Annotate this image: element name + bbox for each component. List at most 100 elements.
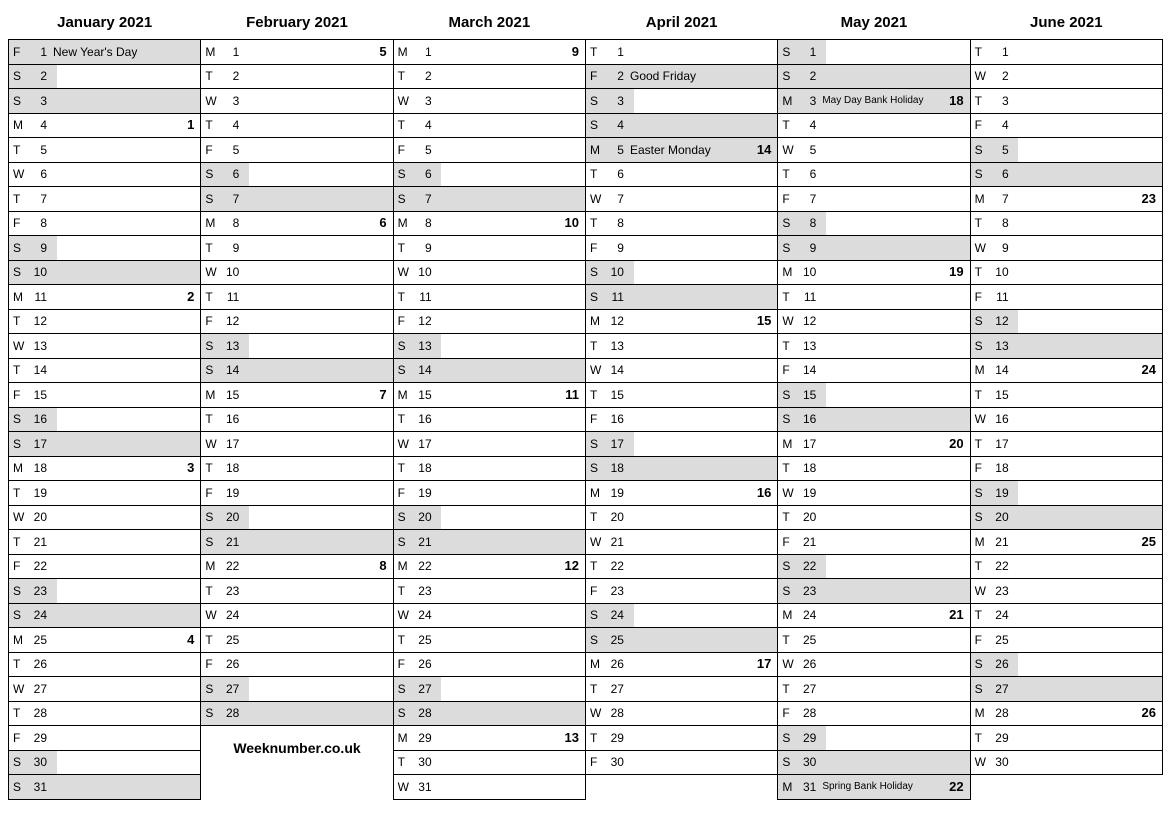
- day-number: 30: [414, 751, 432, 775]
- day-of-week: F: [782, 702, 798, 726]
- day-number: 13: [414, 334, 432, 358]
- day-cell: W9: [971, 236, 1162, 261]
- month-days: T1W2T3F4S5S6M723T8W9T10F11S12S13M1424T15…: [970, 39, 1163, 775]
- day-of-week: W: [590, 359, 606, 383]
- day-of-week: S: [205, 506, 221, 530]
- day-number: 1: [991, 40, 1009, 64]
- day-cell: W2: [971, 65, 1162, 90]
- day-cell: M31Spring Bank Holiday22: [778, 775, 969, 800]
- day-cell: M2125: [971, 530, 1162, 555]
- day-number: 27: [221, 677, 239, 701]
- day-cell: F5: [201, 138, 392, 163]
- day-of-week: T: [975, 555, 991, 579]
- day-of-week: W: [975, 751, 991, 775]
- day-cell: T13: [586, 334, 777, 359]
- month-days: F1New Year's DayS2S3M41T5W6T7F8S9S10M112…: [8, 39, 201, 800]
- day-cell: S13: [394, 334, 585, 359]
- day-of-week: T: [13, 359, 29, 383]
- day-number: 3: [606, 89, 624, 113]
- day-cell: M41: [9, 114, 200, 139]
- day-of-week: T: [590, 334, 606, 358]
- day-cell: S7: [201, 187, 392, 212]
- day-of-week: M: [13, 628, 29, 652]
- day-of-week: S: [398, 334, 414, 358]
- day-number: 24: [798, 604, 816, 628]
- day-of-week: S: [975, 506, 991, 530]
- day-number: 30: [798, 751, 816, 775]
- day-of-week: M: [975, 702, 991, 726]
- day-of-week: T: [782, 506, 798, 530]
- day-number: 26: [606, 653, 624, 677]
- month-title: January 2021: [8, 8, 201, 39]
- day-number: 19: [606, 481, 624, 505]
- day-number: 23: [798, 579, 816, 603]
- day-cell: S23: [778, 579, 969, 604]
- day-of-week: T: [13, 530, 29, 554]
- day-number: 10: [991, 261, 1009, 285]
- day-of-week: S: [590, 285, 606, 309]
- day-cell: W3: [394, 89, 585, 114]
- day-cell: M86: [201, 212, 392, 237]
- day-cell: M15: [201, 40, 392, 65]
- day-cell: S24: [9, 604, 200, 629]
- day-of-week: S: [13, 604, 29, 628]
- day-of-week: W: [205, 604, 221, 628]
- day-number: 29: [991, 726, 1009, 750]
- day-number: 31: [798, 775, 816, 799]
- day-cell: T17: [971, 432, 1162, 457]
- day-cell: M2913: [394, 726, 585, 751]
- day-number: 16: [606, 408, 624, 432]
- day-of-week: S: [782, 236, 798, 260]
- month-days: M19T2W3T4F5S6S7M810T9W10T11F12S13S14M151…: [393, 39, 586, 800]
- day-cell: M1215: [586, 310, 777, 335]
- day-of-week: F: [975, 114, 991, 138]
- week-number: 25: [1142, 530, 1158, 554]
- day-cell: M183: [9, 457, 200, 482]
- day-of-week: S: [782, 751, 798, 775]
- day-cell: T27: [778, 677, 969, 702]
- day-number: 13: [221, 334, 239, 358]
- day-of-week: W: [782, 481, 798, 505]
- day-number: 15: [221, 383, 239, 407]
- day-cell: T14: [9, 359, 200, 384]
- day-cell: F28: [778, 702, 969, 727]
- day-cell: T29: [586, 726, 777, 751]
- day-cell: T8: [971, 212, 1162, 237]
- day-number: 18: [221, 457, 239, 481]
- month-column: May 2021S1S2M3May Day Bank Holiday18T4W5…: [777, 8, 970, 800]
- day-of-week: T: [782, 457, 798, 481]
- day-cell: T20: [778, 506, 969, 531]
- day-of-week: T: [398, 579, 414, 603]
- day-of-week: M: [782, 89, 798, 113]
- day-number: 7: [991, 187, 1009, 211]
- day-cell: S16: [778, 408, 969, 433]
- day-cell: T8: [586, 212, 777, 237]
- day-cell: T10: [971, 261, 1162, 286]
- day-of-week: S: [398, 677, 414, 701]
- day-number: 19: [798, 481, 816, 505]
- day-of-week: M: [13, 457, 29, 481]
- week-number: 11: [565, 383, 581, 407]
- day-number: 1: [414, 40, 432, 64]
- day-cell: S28: [201, 702, 392, 727]
- day-cell: F21: [778, 530, 969, 555]
- day-number: 6: [606, 163, 624, 187]
- day-of-week: M: [398, 383, 414, 407]
- day-number: 29: [606, 726, 624, 750]
- day-of-week: W: [398, 432, 414, 456]
- day-cell: S27: [201, 677, 392, 702]
- day-cell: F16: [586, 408, 777, 433]
- day-cell: W16: [971, 408, 1162, 433]
- day-cell: S1: [778, 40, 969, 65]
- day-cell: F2Good Friday: [586, 65, 777, 90]
- day-of-week: M: [398, 40, 414, 64]
- day-of-week: M: [782, 432, 798, 456]
- day-of-week: T: [205, 579, 221, 603]
- day-number: 30: [991, 751, 1009, 775]
- day-cell: M157: [201, 383, 392, 408]
- day-number: 2: [991, 65, 1009, 89]
- day-cell: S8: [778, 212, 969, 237]
- day-number: 29: [798, 726, 816, 750]
- holiday-label: Good Friday: [630, 65, 773, 89]
- day-number: 2: [798, 65, 816, 89]
